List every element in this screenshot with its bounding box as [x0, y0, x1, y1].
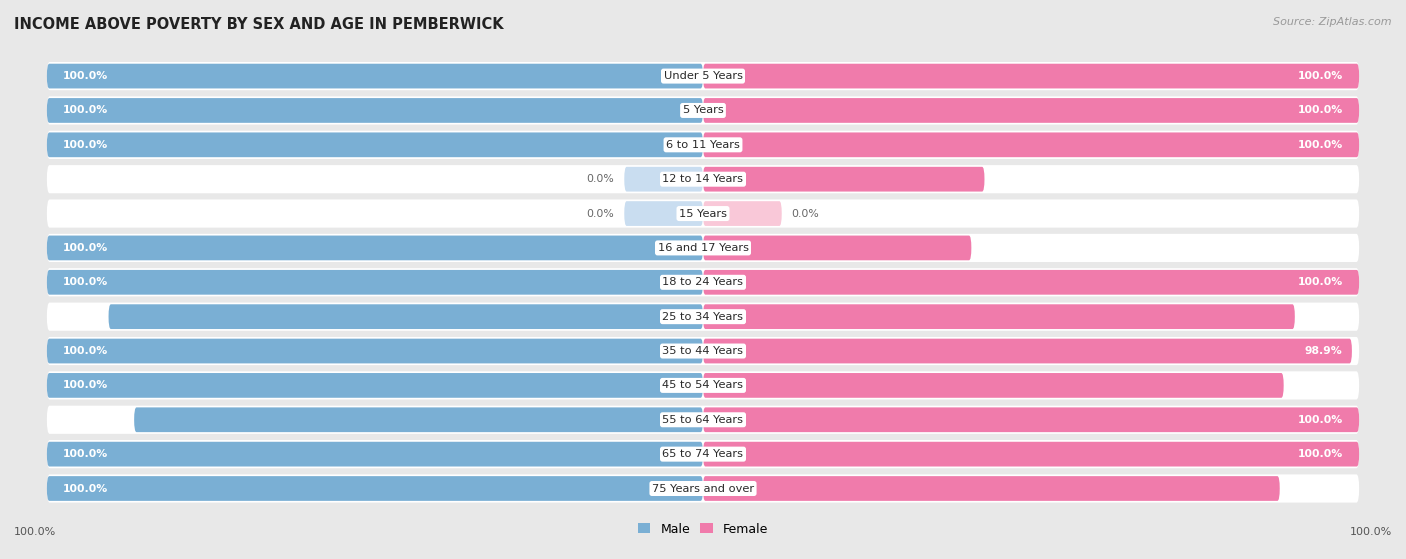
FancyBboxPatch shape: [46, 62, 1360, 90]
Text: 6 to 11 Years: 6 to 11 Years: [666, 140, 740, 150]
Text: INCOME ABOVE POVERTY BY SEX AND AGE IN PEMBERWICK: INCOME ABOVE POVERTY BY SEX AND AGE IN P…: [14, 17, 503, 32]
FancyBboxPatch shape: [703, 339, 1353, 363]
Text: 12 to 14 Years: 12 to 14 Years: [662, 174, 744, 184]
Text: 100.0%: 100.0%: [14, 527, 56, 537]
FancyBboxPatch shape: [46, 200, 1360, 228]
FancyBboxPatch shape: [46, 98, 703, 123]
Text: 100.0%: 100.0%: [63, 277, 108, 287]
Text: 100.0%: 100.0%: [1298, 449, 1343, 459]
FancyBboxPatch shape: [46, 64, 703, 88]
Text: 100.0%: 100.0%: [1298, 71, 1343, 81]
FancyBboxPatch shape: [46, 475, 1360, 503]
Text: 45 to 54 Years: 45 to 54 Years: [662, 380, 744, 390]
Text: 100.0%: 100.0%: [63, 243, 108, 253]
FancyBboxPatch shape: [46, 270, 703, 295]
Text: Under 5 Years: Under 5 Years: [664, 71, 742, 81]
Text: 100.0%: 100.0%: [63, 71, 108, 81]
FancyBboxPatch shape: [703, 98, 1360, 123]
FancyBboxPatch shape: [703, 132, 1360, 157]
Text: 90.2%: 90.2%: [1305, 312, 1343, 321]
FancyBboxPatch shape: [46, 339, 703, 363]
Text: 40.9%: 40.9%: [1305, 243, 1343, 253]
Text: 42.9%: 42.9%: [1305, 174, 1343, 184]
Text: 18 to 24 Years: 18 to 24 Years: [662, 277, 744, 287]
Text: 100.0%: 100.0%: [1350, 527, 1392, 537]
Text: 87.9%: 87.9%: [1305, 484, 1343, 494]
Text: 100.0%: 100.0%: [63, 484, 108, 494]
Text: 88.5%: 88.5%: [1305, 380, 1343, 390]
Text: 5 Years: 5 Years: [683, 106, 723, 116]
FancyBboxPatch shape: [46, 234, 1360, 262]
Text: 0.0%: 0.0%: [586, 209, 614, 219]
FancyBboxPatch shape: [46, 476, 703, 501]
FancyBboxPatch shape: [46, 235, 703, 260]
FancyBboxPatch shape: [134, 408, 703, 432]
FancyBboxPatch shape: [703, 201, 782, 226]
FancyBboxPatch shape: [703, 408, 1360, 432]
FancyBboxPatch shape: [46, 165, 1360, 193]
Text: 65 to 74 Years: 65 to 74 Years: [662, 449, 744, 459]
FancyBboxPatch shape: [46, 442, 703, 467]
FancyBboxPatch shape: [46, 337, 1360, 365]
FancyBboxPatch shape: [46, 302, 1360, 331]
FancyBboxPatch shape: [703, 235, 972, 260]
FancyBboxPatch shape: [703, 442, 1360, 467]
Legend: Male, Female: Male, Female: [633, 518, 773, 541]
Text: 75 Years and over: 75 Years and over: [652, 484, 754, 494]
Text: Source: ZipAtlas.com: Source: ZipAtlas.com: [1274, 17, 1392, 27]
Text: 35 to 44 Years: 35 to 44 Years: [662, 346, 744, 356]
Text: 0.0%: 0.0%: [586, 174, 614, 184]
Text: 100.0%: 100.0%: [1298, 277, 1343, 287]
FancyBboxPatch shape: [46, 406, 1360, 434]
Text: 100.0%: 100.0%: [1298, 106, 1343, 116]
FancyBboxPatch shape: [624, 167, 703, 192]
FancyBboxPatch shape: [46, 440, 1360, 468]
FancyBboxPatch shape: [703, 270, 1360, 295]
Text: 100.0%: 100.0%: [63, 106, 108, 116]
FancyBboxPatch shape: [108, 304, 703, 329]
Text: 55 to 64 Years: 55 to 64 Years: [662, 415, 744, 425]
FancyBboxPatch shape: [46, 268, 1360, 296]
Text: 100.0%: 100.0%: [63, 449, 108, 459]
FancyBboxPatch shape: [624, 201, 703, 226]
FancyBboxPatch shape: [703, 304, 1295, 329]
FancyBboxPatch shape: [46, 131, 1360, 159]
Text: 100.0%: 100.0%: [1298, 415, 1343, 425]
Text: 0.0%: 0.0%: [792, 209, 820, 219]
Text: 15 Years: 15 Years: [679, 209, 727, 219]
FancyBboxPatch shape: [703, 373, 1284, 398]
Text: 100.0%: 100.0%: [1298, 140, 1343, 150]
Text: 98.9%: 98.9%: [1305, 346, 1343, 356]
FancyBboxPatch shape: [46, 373, 703, 398]
Text: 90.6%: 90.6%: [63, 312, 101, 321]
FancyBboxPatch shape: [46, 132, 703, 157]
FancyBboxPatch shape: [703, 476, 1279, 501]
FancyBboxPatch shape: [46, 371, 1360, 400]
FancyBboxPatch shape: [703, 64, 1360, 88]
FancyBboxPatch shape: [46, 96, 1360, 125]
Text: 86.7%: 86.7%: [63, 415, 101, 425]
Text: 100.0%: 100.0%: [63, 346, 108, 356]
Text: 100.0%: 100.0%: [63, 380, 108, 390]
Text: 100.0%: 100.0%: [63, 140, 108, 150]
Text: 16 and 17 Years: 16 and 17 Years: [658, 243, 748, 253]
FancyBboxPatch shape: [703, 167, 984, 192]
Text: 25 to 34 Years: 25 to 34 Years: [662, 312, 744, 321]
